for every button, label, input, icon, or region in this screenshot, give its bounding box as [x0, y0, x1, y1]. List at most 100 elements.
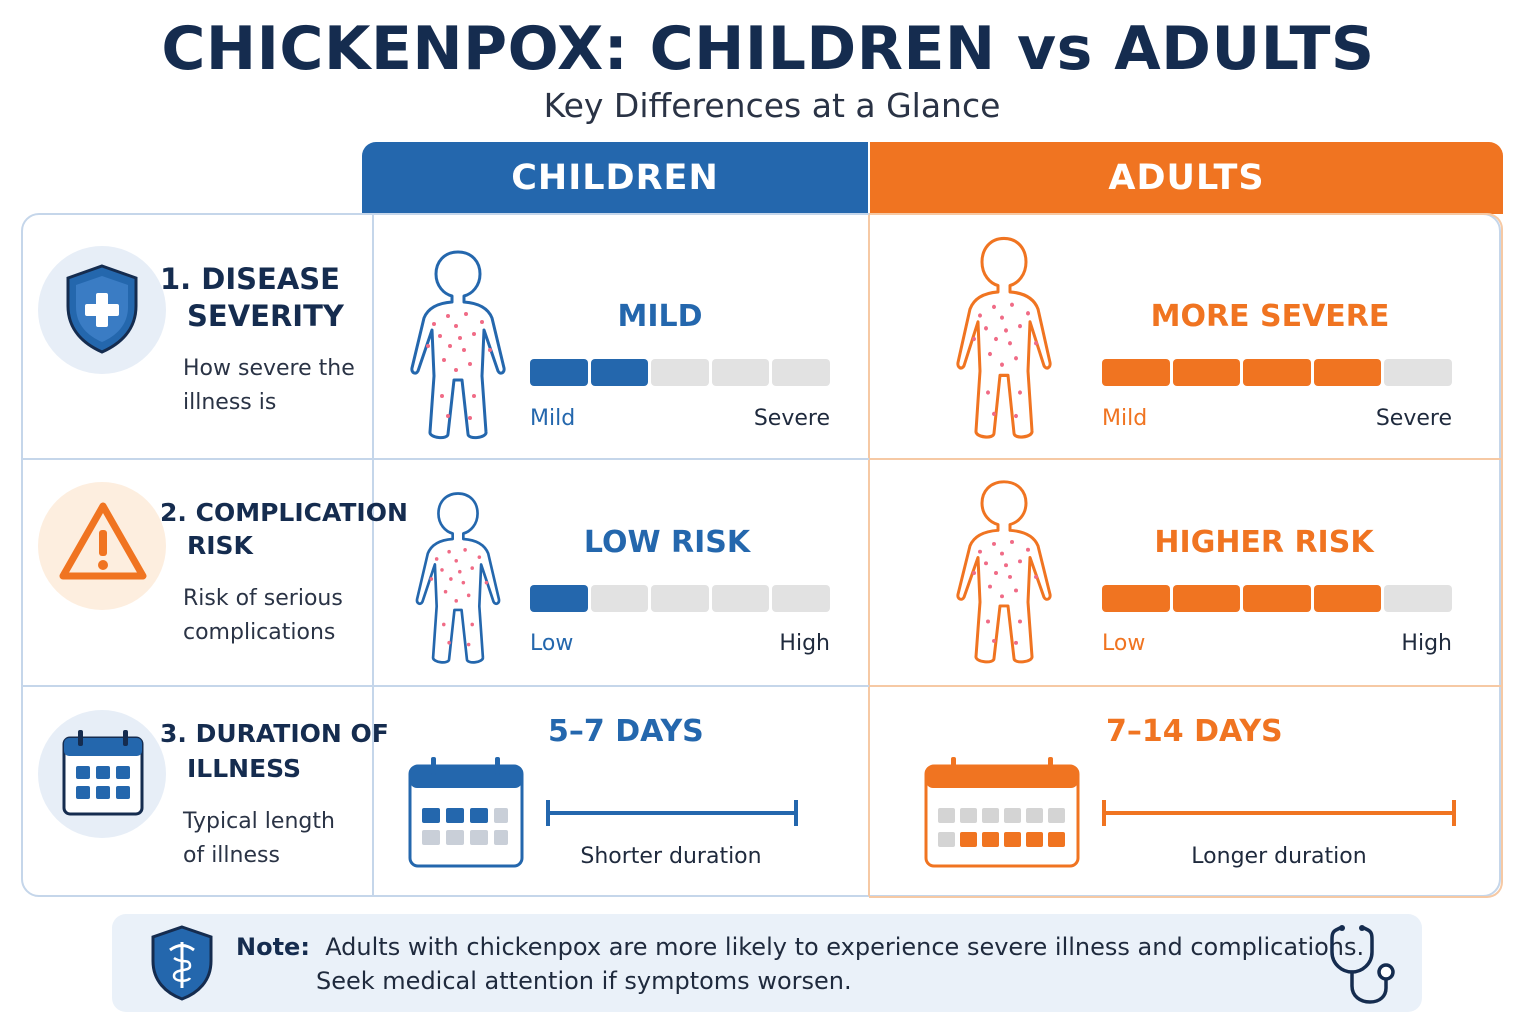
- rash-dot: [468, 362, 472, 366]
- bar-segment: [772, 585, 830, 612]
- adult-figure-icon: [956, 480, 1052, 664]
- calendar-icon: [924, 757, 1080, 868]
- rash-dot: [972, 571, 976, 575]
- severity-level-adults: MORE SEVERE: [1150, 299, 1390, 334]
- row-description: complications: [183, 620, 336, 645]
- rash-dot: [1014, 413, 1018, 419]
- rash-dot: [449, 577, 453, 581]
- rash-dot: [1014, 588, 1018, 593]
- page-subtitle: Key Differences at a Glance: [543, 86, 1001, 125]
- rash-dot: [470, 622, 474, 627]
- rash-dot: [984, 326, 988, 331]
- divider: [868, 215, 870, 896]
- rash-dot: [1026, 311, 1030, 316]
- rash-dot: [462, 348, 466, 352]
- rash-dot: [484, 580, 489, 585]
- rash-dot: [446, 414, 450, 418]
- rash-dot: [454, 368, 458, 372]
- rash-dot: [1000, 551, 1004, 556]
- row-description: of illness: [183, 843, 280, 868]
- rash-dot: [480, 320, 484, 324]
- bar-segment: [711, 359, 770, 386]
- rash-dot: [472, 394, 476, 398]
- bar-segment: [1243, 585, 1311, 612]
- rash-dot: [447, 549, 451, 554]
- calendar-icon: [62, 730, 144, 816]
- severity-bar-children: [530, 359, 830, 386]
- note-label: Note:: [236, 933, 310, 961]
- rash-dot: [992, 638, 996, 643]
- rash-dot: [1004, 328, 1008, 333]
- rash-dot: [986, 619, 990, 624]
- row-title: 3. DURATION OF: [160, 719, 389, 748]
- rash-dot: [463, 548, 467, 552]
- row-description: Risk of serious: [183, 586, 343, 611]
- rash-dot: [448, 344, 452, 348]
- duration-line-adults: [1102, 800, 1456, 826]
- child-figure-icon: [415, 492, 501, 664]
- rash-dot: [1010, 540, 1014, 544]
- rash-dot: [443, 589, 448, 594]
- note-line-1: Adults with chickenpox are more likely t…: [325, 933, 1365, 961]
- rash-dot: [470, 566, 474, 570]
- rash-dot: [1000, 594, 1004, 599]
- column-header-children: CHILDREN: [362, 142, 868, 214]
- severity-bar-adults: [1102, 359, 1452, 386]
- bar-high-label: Severe: [753, 406, 830, 431]
- rash-dot: [1010, 302, 1014, 307]
- note-text: Note: Adults with chickenpox are more li…: [236, 930, 1364, 998]
- rash-dot: [438, 334, 442, 338]
- rash-dot: [440, 394, 444, 398]
- figure-outline: [410, 250, 506, 440]
- divider: [372, 215, 374, 896]
- rash-dot: [454, 324, 458, 328]
- bar-segment: [1172, 585, 1241, 612]
- rash-dot: [1018, 619, 1022, 624]
- bar-segment: [711, 585, 770, 612]
- bar-segment: [1243, 359, 1311, 386]
- rash-dot: [458, 336, 462, 340]
- bar-segment: [1313, 359, 1382, 386]
- bar-segment: [590, 585, 649, 612]
- risk-bar-children: [530, 585, 830, 612]
- rash-dot: [988, 351, 992, 357]
- figure-outline: [956, 236, 1052, 439]
- rash-dot: [458, 569, 462, 574]
- row-title: RISK: [187, 531, 253, 560]
- row-description: illness is: [183, 390, 277, 415]
- risk-level-children: LOW RISK: [583, 525, 751, 560]
- calendar-icon: [408, 757, 524, 868]
- row-title: 1. DISEASE: [160, 262, 340, 296]
- row-title: SEVERITY: [187, 299, 344, 333]
- rash-dot: [1034, 341, 1038, 346]
- child-figure-icon: [410, 250, 506, 440]
- rash-dot: [1004, 563, 1008, 568]
- shield-plus-icon: [66, 264, 138, 354]
- duration-adults: 7–14 DAYS: [1106, 714, 1283, 749]
- rash-dot: [472, 332, 476, 336]
- rash-dot: [454, 558, 458, 563]
- rash-dot: [1018, 559, 1022, 564]
- rash-dot: [1008, 341, 1012, 346]
- bar-low-label: Low: [1102, 631, 1146, 656]
- bar-high-label: High: [1401, 631, 1452, 656]
- rash-dot: [984, 561, 988, 566]
- rash-dot: [477, 555, 482, 559]
- severity-level-children: MILD: [617, 299, 703, 334]
- rash-dot: [1008, 574, 1012, 579]
- rash-dot: [994, 336, 998, 342]
- bar-low-label: Mild: [1102, 406, 1148, 431]
- rash-dot: [994, 571, 998, 575]
- bar-segment: [651, 585, 709, 612]
- divider: [23, 685, 869, 687]
- bar-segment: [1102, 585, 1170, 612]
- rash-dot: [992, 411, 996, 417]
- rash-dot: [1018, 390, 1022, 395]
- rash-dot: [442, 358, 446, 362]
- bar-high-label: High: [779, 631, 830, 656]
- adults-column-frame: [869, 213, 1503, 898]
- duration-label-children: Shorter duration: [580, 844, 762, 869]
- divider: [869, 458, 1501, 460]
- rash-dot: [992, 541, 996, 546]
- rash-dot: [440, 568, 444, 572]
